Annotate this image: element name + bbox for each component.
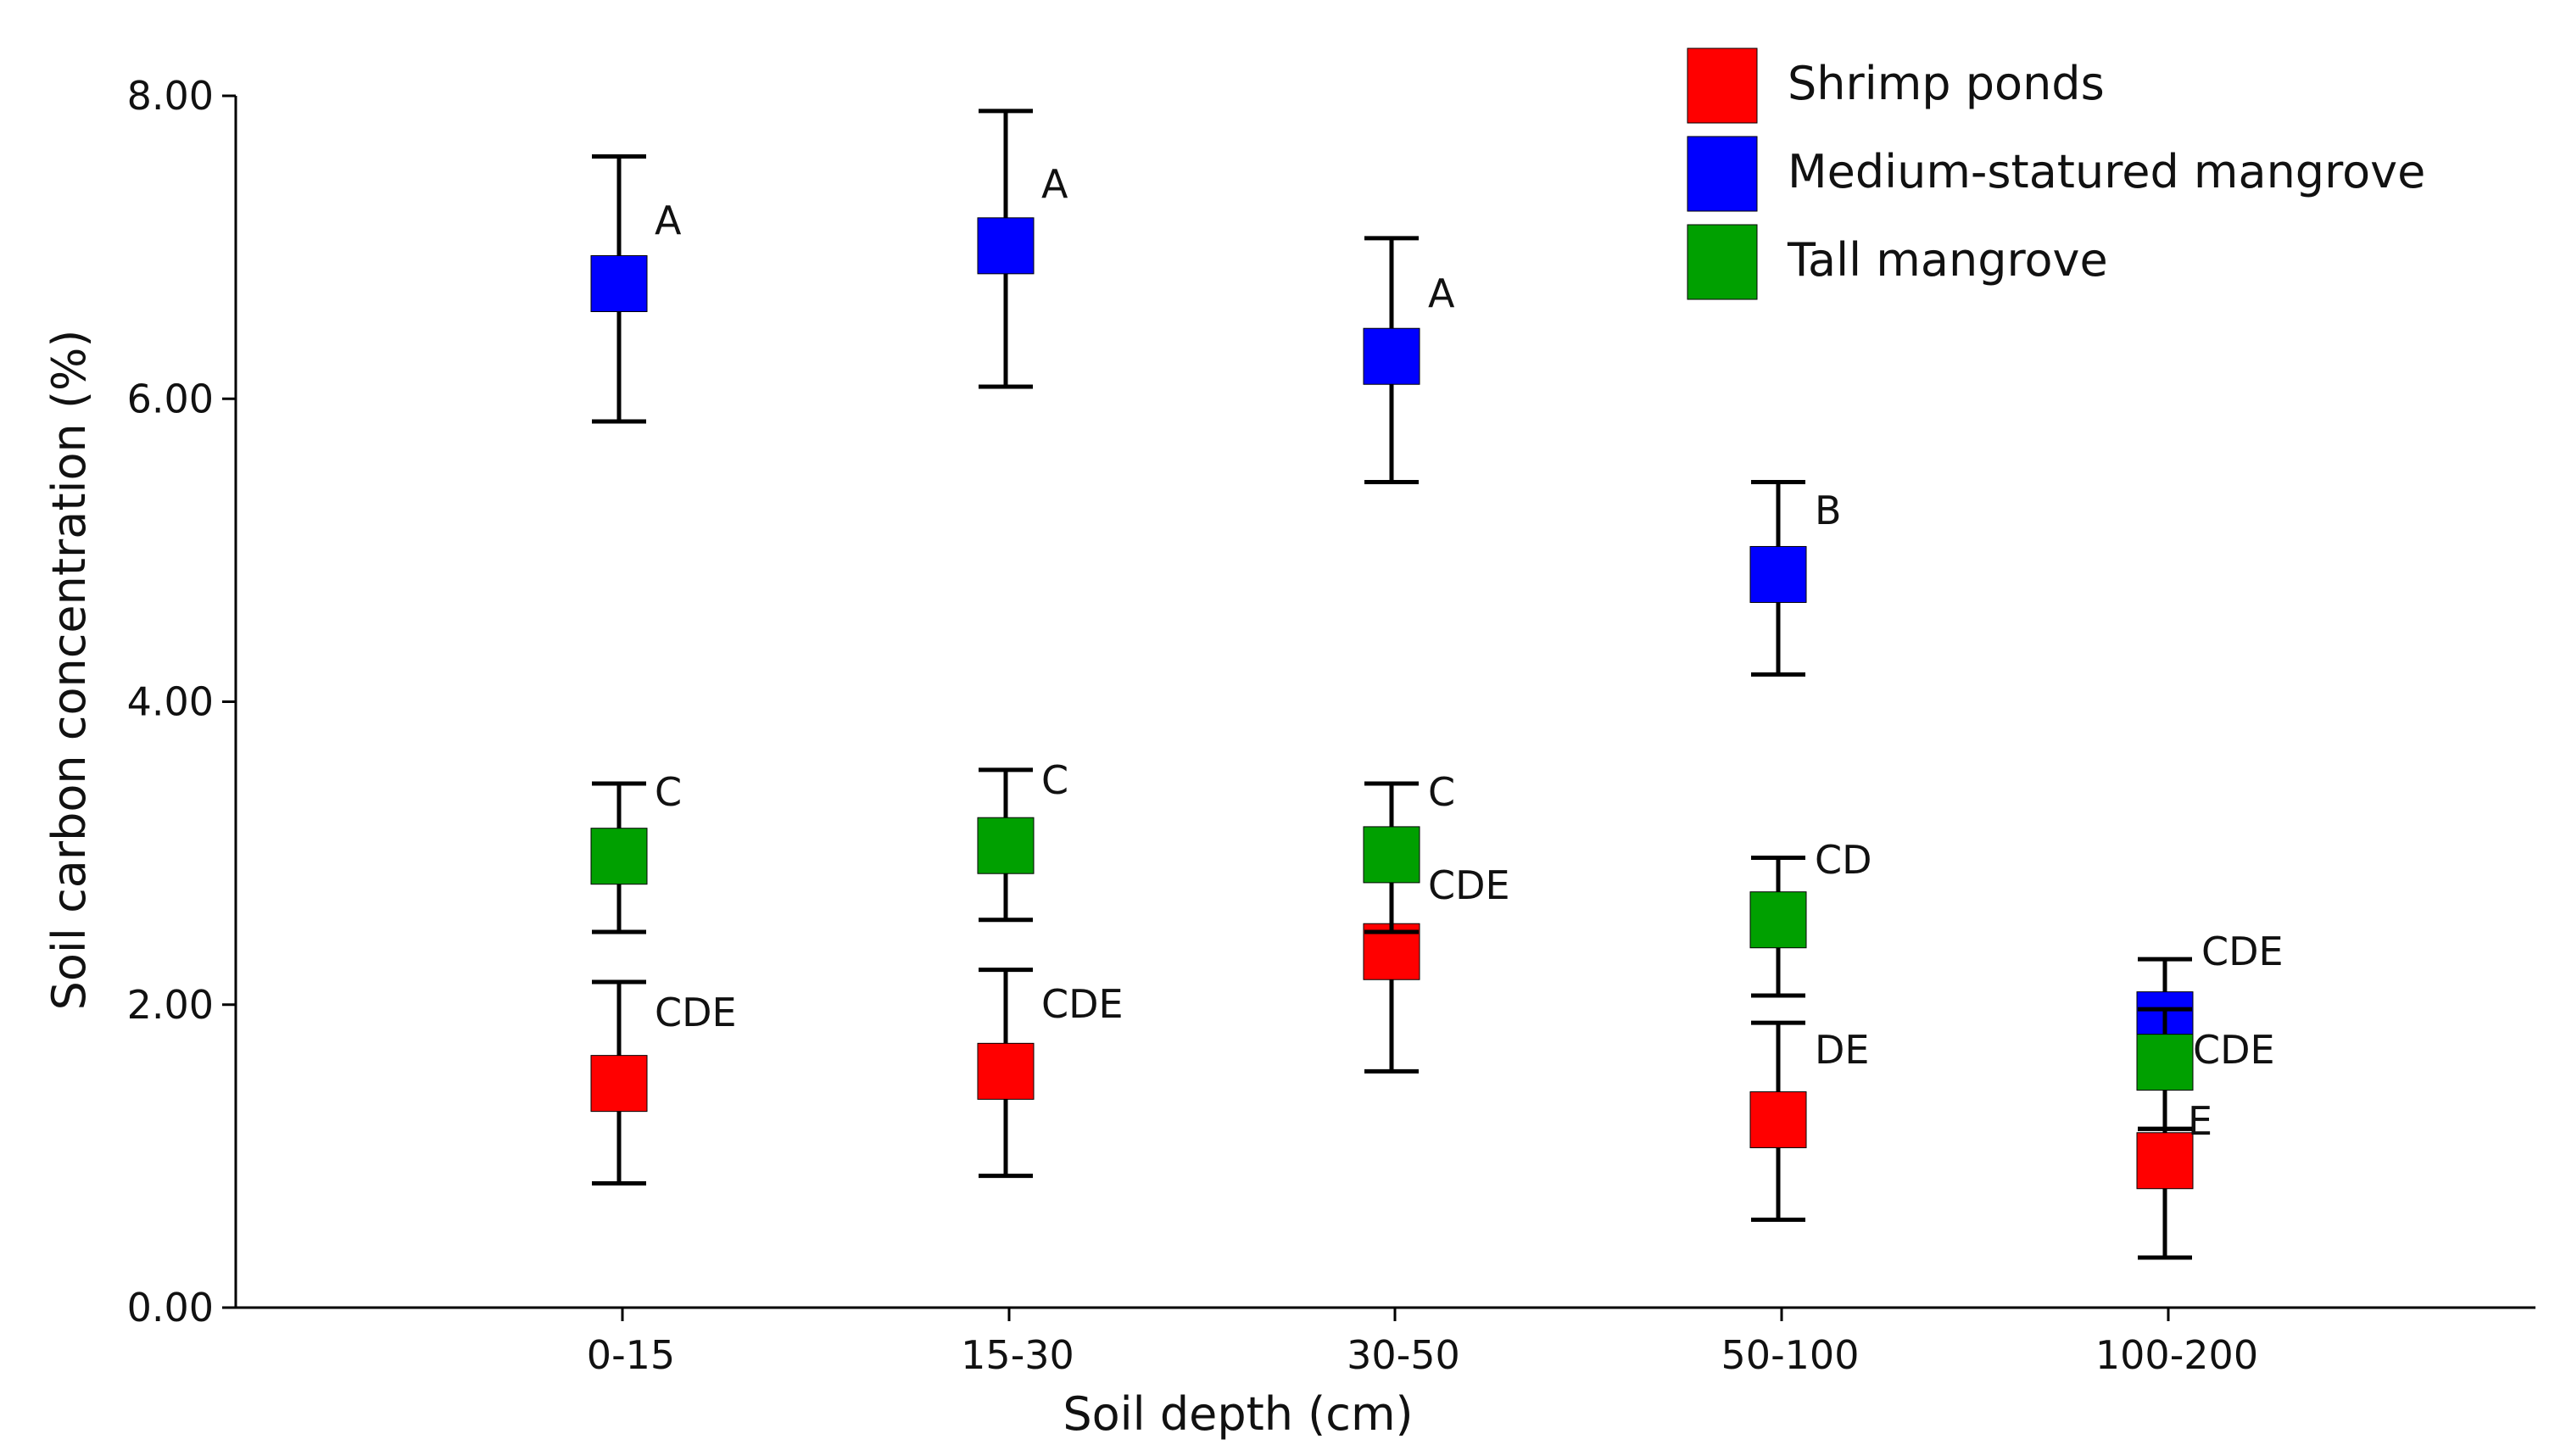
significance-label: C (655, 769, 682, 815)
y-tick-label: 6.00 (127, 376, 214, 421)
legend-label: Medium-statured mangrove (1788, 145, 2425, 198)
legend: Shrimp ponds Medium-statured mangrove Tall… (1687, 47, 2425, 300)
x-tick-label: 15-30 (961, 1332, 1074, 1378)
significance-label: CDE (1428, 862, 1510, 908)
legend-item: Shrimp ponds (1687, 47, 2105, 124)
data-point (2136, 1034, 2194, 1091)
data-point (1749, 891, 1807, 949)
data-point (590, 254, 648, 312)
data-point (977, 217, 1035, 275)
significance-label: CDE (2193, 1027, 2275, 1073)
series-tall-mangrove: C C C CD CDE (590, 757, 2275, 1131)
significance-label: A (1041, 161, 1068, 207)
significance-label: E (2188, 1098, 2212, 1144)
x-tick-label: 0-15 (587, 1332, 675, 1378)
data-point (1749, 1091, 1807, 1149)
y-tick-label: 0.00 (127, 1285, 214, 1330)
legend-swatch (1687, 224, 1758, 300)
data-point (1363, 327, 1420, 385)
y-tick-label: 8.00 (127, 73, 214, 119)
x-tick-label: 30-50 (1347, 1332, 1460, 1378)
significance-label: CDE (655, 990, 737, 1035)
x-tick-label: 50-100 (1721, 1332, 1860, 1378)
significance-label: C (1428, 769, 1455, 815)
significance-label: DE (1815, 1027, 1870, 1073)
axes: 0.00 2.00 4.00 6.00 8.00 0-15 15-30 30-50 50-100… (127, 73, 2535, 1378)
data-marks: CDE CDE CDE DE E A A A B CDE C C C CD CDE (590, 109, 2284, 1260)
y-tick-label: 4.00 (127, 679, 214, 725)
legend-swatch (1687, 136, 1758, 212)
data-point (590, 1055, 648, 1113)
significance-label: CDE (2201, 929, 2284, 974)
data-point (590, 828, 648, 885)
x-tick-label: 100-200 (2095, 1332, 2258, 1378)
series-shrimp-ponds: CDE CDE CDE DE E (590, 862, 2212, 1260)
legend-swatch (1687, 47, 1758, 124)
legend-item: Medium-statured mangrove (1687, 136, 2425, 212)
y-axis-title: Soil carbon concentration (%) (42, 330, 96, 1011)
y-tick-label: 2.00 (127, 982, 214, 1028)
significance-label: A (655, 198, 682, 243)
data-point (1749, 545, 1807, 603)
significance-label: CD (1815, 837, 1872, 883)
significance-label: CDE (1041, 981, 1124, 1027)
legend-item: Tall mangrove (1687, 224, 2108, 300)
legend-label: Tall mangrove (1787, 233, 2108, 287)
data-point (1363, 826, 1420, 884)
data-point (977, 1042, 1035, 1100)
legend-label: Shrimp ponds (1788, 57, 2105, 110)
significance-label: A (1428, 271, 1455, 316)
data-point (977, 817, 1035, 874)
x-axis-title: Soil depth (cm) (1063, 1387, 1413, 1441)
significance-label: C (1041, 757, 1068, 803)
data-point (2136, 1132, 2194, 1190)
significance-label: B (1815, 488, 1842, 533)
